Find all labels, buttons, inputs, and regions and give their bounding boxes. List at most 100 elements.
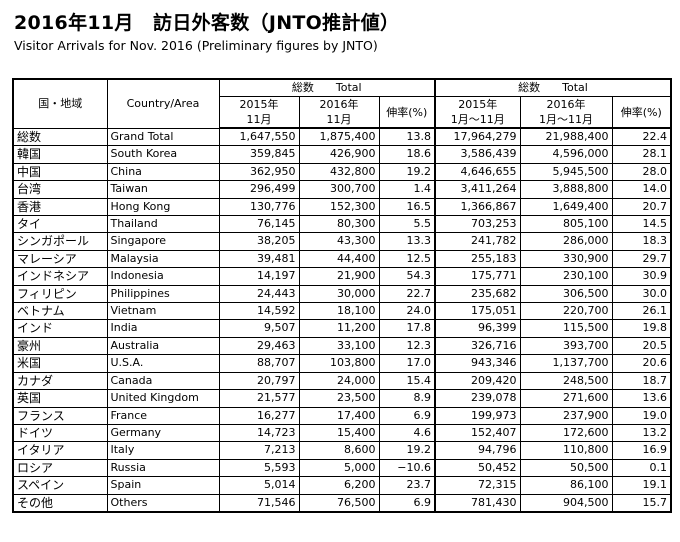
- table-row: インドネシア Indonesia 14,197 21,900 54.3 175,771 23…: [12, 267, 672, 286]
- cell-2015-nov: 20,797: [218, 371, 300, 391]
- cell-2015-nov: 88,707: [218, 354, 300, 373]
- cell-region-jp: インド: [12, 319, 108, 338]
- cell-region-en: China: [106, 162, 220, 182]
- header-2016-nov-year: 2016年: [319, 98, 359, 111]
- cell-2016-ytd: 172,600: [519, 423, 613, 443]
- cell-2016-nov: 300,700: [298, 180, 380, 199]
- cell-2016-ytd: 805,100: [519, 215, 613, 234]
- header-group-ytd: 総数 Total: [433, 78, 672, 97]
- table-row: ロシア Russia 5,593 5,000 −10.6 50,452 50,500 0.1: [12, 458, 672, 478]
- header-group-month: 総数 Total: [218, 78, 436, 97]
- cell-growth: 22.7: [378, 284, 436, 304]
- cell-growth: 17.0: [378, 354, 436, 373]
- table-row: 香港 Hong Kong 130,776 152,300 16.5 1,366,867 1,…: [12, 197, 672, 217]
- cell-region-en: Vietnam: [106, 302, 220, 321]
- cell-2016-ytd: 110,800: [519, 441, 613, 460]
- cell-region-jp: ベトナム: [12, 302, 108, 321]
- cell-2015-nov: 76,145: [218, 215, 300, 234]
- cell-region-jp: 香港: [12, 197, 108, 217]
- header-growth: 伸率(%): [378, 96, 436, 129]
- cell-2016-ytd: 3,888,800: [519, 180, 613, 199]
- cell-2016-ytd: 904,500: [519, 493, 613, 513]
- cell-growth-ytd: 18.7: [611, 371, 672, 391]
- cell-region-jp: タイ: [12, 215, 108, 234]
- table-row: シンガポール Singapore 38,205 43,300 13.3 241,782 28…: [12, 232, 672, 251]
- header-2015-ytd-range: 1月～11月: [450, 113, 505, 126]
- cell-growth: 12.5: [378, 249, 436, 269]
- cell-growth: 1.4: [378, 180, 436, 199]
- cell-region-jp: その他: [12, 493, 108, 513]
- cell-2016-nov: 1,875,400: [298, 127, 380, 147]
- cell-region-en: Taiwan: [106, 180, 220, 199]
- cell-region-en: Hong Kong: [106, 197, 220, 217]
- cell-region-en: Australia: [106, 336, 220, 356]
- cell-growth: 12.3: [378, 336, 436, 356]
- cell-2016-ytd: 4,596,000: [519, 145, 613, 164]
- cell-region-jp: ドイツ: [12, 423, 108, 443]
- table-row: 韓国 South Korea 359,845 426,900 18.6 3,586,439…: [12, 145, 672, 164]
- table-row: タイ Thailand 76,145 80,300 5.5 703,253 805,100 1…: [12, 215, 672, 234]
- cell-2015-ytd: 175,771: [434, 267, 521, 286]
- cell-region-en: Russia: [106, 458, 220, 478]
- cell-2015-ytd: 781,430: [434, 493, 521, 513]
- header-2016-ytd-range: 1月～11月: [539, 113, 593, 126]
- cell-region-jp: 総数: [12, 127, 108, 147]
- cell-2015-nov: 1,647,550: [218, 127, 300, 147]
- cell-2016-nov: 30,000: [298, 284, 380, 304]
- cell-2016-ytd: 248,500: [519, 371, 613, 391]
- cell-2015-nov: 7,213: [218, 441, 300, 460]
- cell-2015-nov: 71,546: [218, 493, 300, 513]
- table-row: スペイン Spain 5,014 6,200 23.7 72,315 86,100 19.1: [12, 476, 672, 495]
- cell-2016-ytd: 115,500: [519, 319, 613, 338]
- page-title: 2016年11月 訪日外客数（JNTO推計値）: [14, 12, 400, 34]
- table-row: フィリピン Philippines 24,443 30,000 22.7 235,682 3…: [12, 284, 672, 304]
- cell-growth: 15.4: [378, 371, 436, 391]
- page-subtitle: Visitor Arrivals for Nov. 2016 (Prelimin…: [14, 38, 378, 53]
- cell-region-jp: ロシア: [12, 458, 108, 478]
- cell-region-jp: シンガポール: [12, 232, 108, 251]
- cell-2016-nov: 18,100: [298, 302, 380, 321]
- cell-growth: 8.9: [378, 389, 436, 408]
- cell-region-en: United Kingdom: [106, 389, 220, 408]
- cell-growth-ytd: 26.1: [611, 302, 672, 321]
- cell-region-jp: マレーシア: [12, 249, 108, 269]
- cell-growth-ytd: 13.2: [611, 423, 672, 443]
- cell-2015-ytd: 3,411,264: [434, 180, 521, 199]
- table-body: 総数 Grand Total 1,647,550 1,875,400 13.8 17,96…: [12, 127, 672, 513]
- cell-2016-ytd: 1,137,700: [519, 354, 613, 373]
- header-growth-ytd: 伸率(%): [611, 96, 672, 129]
- cell-2015-ytd: 703,253: [434, 215, 521, 234]
- header-2015-nov: 2015年 11月: [218, 96, 300, 129]
- cell-growth: 54.3: [378, 267, 436, 286]
- cell-2016-nov: 33,100: [298, 336, 380, 356]
- cell-2015-ytd: 199,973: [434, 406, 521, 425]
- cell-2015-ytd: 94,796: [434, 441, 521, 460]
- cell-growth-ytd: 20.7: [611, 197, 672, 217]
- cell-2015-nov: 5,014: [218, 476, 300, 495]
- header-region-en: Country/Area: [106, 78, 220, 129]
- cell-region-jp: 韓国: [12, 145, 108, 164]
- cell-2016-ytd: 220,700: [519, 302, 613, 321]
- cell-growth-ytd: 30.0: [611, 284, 672, 304]
- cell-2015-ytd: 241,782: [434, 232, 521, 251]
- cell-2016-ytd: 230,100: [519, 267, 613, 286]
- cell-2015-nov: 130,776: [218, 197, 300, 217]
- cell-2016-nov: 5,000: [298, 458, 380, 478]
- table-row: 英国 United Kingdom 21,577 23,500 8.9 239,078 27…: [12, 389, 672, 408]
- cell-region-en: Grand Total: [106, 127, 220, 147]
- cell-region-en: Germany: [106, 423, 220, 443]
- cell-growth: 5.5: [378, 215, 436, 234]
- table-row: カナダ Canada 20,797 24,000 15.4 209,420 248,500 1…: [12, 371, 672, 391]
- cell-2015-ytd: 4,646,655: [434, 162, 521, 182]
- cell-growth: 23.7: [378, 476, 436, 495]
- cell-2016-nov: 21,900: [298, 267, 380, 286]
- table-row: マレーシア Malaysia 39,481 44,400 12.5 255,183 330,…: [12, 249, 672, 269]
- table-row: 総数 Grand Total 1,647,550 1,875,400 13.8 17,96…: [12, 127, 672, 147]
- header-2016-ytd: 2016年 1月～11月: [519, 96, 613, 129]
- cell-2015-nov: 24,443: [218, 284, 300, 304]
- cell-region-en: South Korea: [106, 145, 220, 164]
- cell-2015-nov: 14,197: [218, 267, 300, 286]
- cell-2016-nov: 24,000: [298, 371, 380, 391]
- cell-growth: 17.8: [378, 319, 436, 338]
- cell-2016-nov: 43,300: [298, 232, 380, 251]
